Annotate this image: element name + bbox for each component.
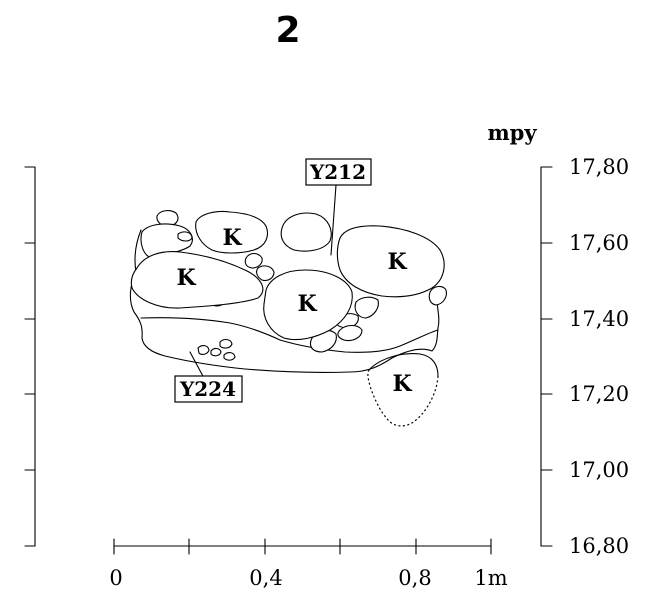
- context-label-text: Y224: [179, 377, 236, 401]
- elevation-unit-label: mpy: [487, 120, 537, 145]
- stone: [280, 212, 332, 252]
- stone-label: K: [176, 265, 196, 291]
- right-elevation-scale: [540, 166, 553, 547]
- scale-label: 0,8: [398, 566, 431, 590]
- stone: [210, 347, 222, 357]
- large-stone-1: [195, 210, 269, 254]
- stone: [197, 345, 210, 355]
- stone-label: K: [387, 249, 407, 275]
- stone: [156, 210, 179, 227]
- figure-number: 2: [275, 10, 300, 51]
- elevation-labels: 17,80 17,60 17,40 17,20 17,00 16,80: [569, 155, 629, 558]
- stone-label: K: [222, 225, 242, 251]
- horizontal-scale-labels: 0 0,4 0,8 1m: [109, 566, 507, 590]
- context-label-y224: Y224: [174, 375, 243, 403]
- stone: [256, 265, 275, 282]
- elevation-label: 17,80: [569, 155, 629, 179]
- elevation-label: 17,00: [569, 458, 629, 482]
- horizontal-scale-bar: [113, 538, 492, 555]
- stone: [244, 252, 263, 269]
- stone: [337, 324, 363, 342]
- stone: [177, 231, 193, 242]
- stone: [223, 352, 236, 361]
- scale-label: 0,4: [249, 566, 282, 590]
- stone: [428, 285, 447, 306]
- scale-label: 0: [109, 566, 122, 590]
- context-label-text: Y212: [309, 160, 366, 184]
- large-stone-3: [263, 269, 353, 341]
- lower-stone: [367, 353, 439, 427]
- stone-label: K: [297, 291, 317, 317]
- large-stones: [130, 210, 445, 341]
- large-stone-4: [336, 225, 445, 298]
- scale-label: 1m: [474, 566, 507, 590]
- stone-labels: K K K K K: [176, 225, 412, 397]
- elevation-label: 17,20: [569, 382, 629, 406]
- stone: [219, 339, 233, 349]
- stone-label: K: [392, 371, 412, 397]
- left-elevation-scale: [24, 166, 36, 547]
- context-label-y212: Y212: [305, 158, 372, 186]
- stone: [354, 296, 379, 319]
- elevation-label: 17,40: [569, 307, 629, 331]
- elevation-label: 16,80: [569, 534, 629, 558]
- large-stone-2: [130, 251, 264, 309]
- section-outline: [129, 184, 440, 381]
- elevation-label: 17,60: [569, 231, 629, 255]
